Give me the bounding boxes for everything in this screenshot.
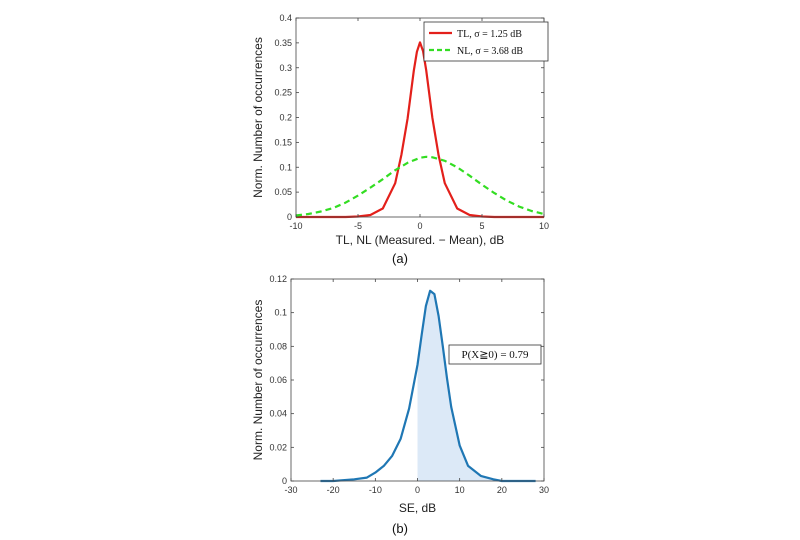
legend-box (423, 21, 549, 62)
x-tick-label: 0 (415, 485, 420, 495)
series-line-2 (295, 155, 545, 217)
x-axis-label: TL, NL (Measured. − Mean), dB (336, 233, 505, 247)
chart-b: -30 -20 -10 0 10 20 30 0 0.02 0.04 0.06 0.08 0.1 0.12… (251, 274, 549, 536)
x-tick-label: -5 (354, 221, 362, 231)
y-tick-label: 0 (287, 212, 292, 222)
y-tick-label: 0.1 (274, 308, 287, 318)
series-line-1 (296, 41, 544, 219)
y-axis-label: Norm. Number of occurrences (251, 300, 265, 461)
y-tick-label: 0.25 (274, 88, 292, 98)
x-tick-label: -20 (327, 485, 340, 495)
x-tick-label: 30 (539, 485, 549, 495)
x-tick-label: 10 (539, 221, 549, 231)
y-tick-label: 0.12 (269, 274, 287, 284)
y-tick-label: 0.4 (279, 13, 292, 23)
y-tick-label: 0.2 (279, 113, 292, 123)
y-tick-label: 0.06 (269, 375, 287, 385)
figure-caption: (a) (392, 251, 408, 266)
chart-a: -10 -5 0 5 10 0 0.05 0.1 0.15 0.2 0.25 0.3 0.35 0.4 TL… (251, 13, 549, 266)
y-tick-label: 0.02 (269, 442, 287, 452)
series-line-1 (320, 289, 536, 483)
x-tick-label: 10 (455, 485, 465, 495)
legend-label-1: TL, σ = 1.25 dB (457, 29, 522, 40)
x-axis-label: SE, dB (399, 501, 436, 515)
x-tick-label: -10 (289, 221, 302, 231)
y-tick-label: 0.15 (274, 137, 292, 147)
x-tick-label: 20 (497, 485, 507, 495)
shaded-area (417, 290, 536, 481)
x-tick-label: 0 (417, 221, 422, 231)
y-tick-label: 0.05 (274, 187, 292, 197)
annotation-text: P(X≧0) = 0.79 (461, 349, 529, 361)
y-tick-label: 0.1 (279, 162, 292, 172)
y-tick-label: 0.3 (279, 63, 292, 73)
figure-caption: (b) (392, 521, 408, 536)
y-tick-label: 0 (282, 476, 287, 486)
x-tick-label: 5 (479, 221, 484, 231)
legend-label-2: NL, σ = 3.68 dB (457, 46, 523, 57)
legend: TL, σ = 1.25 dB NL, σ = 3.68 dB (423, 21, 549, 62)
y-axis-label: Norm. Number of occurrences (251, 37, 265, 198)
annotation-box (448, 344, 542, 365)
x-tick-label: -10 (369, 485, 382, 495)
x-tick-label: -30 (284, 485, 297, 495)
y-tick-label: 0.04 (269, 409, 287, 419)
y-tick-label: 0.08 (269, 341, 287, 351)
y-tick-label: 0.35 (274, 38, 292, 48)
